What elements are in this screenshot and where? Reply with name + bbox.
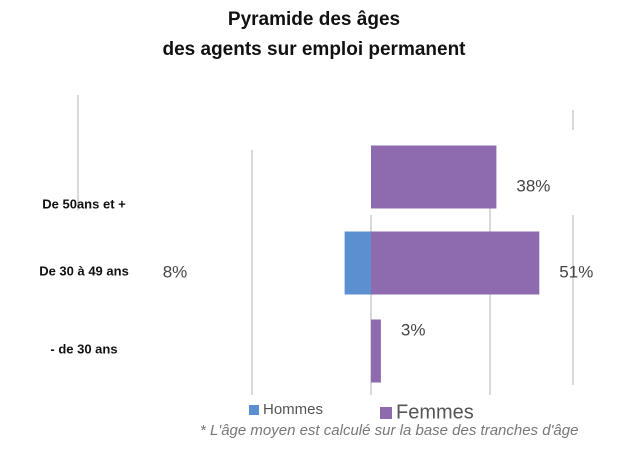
data-label: 51% <box>559 262 593 281</box>
legend-label: Hommes <box>263 401 323 418</box>
bar <box>371 231 540 295</box>
data-label: 8% <box>163 262 188 281</box>
legend-label: Femmes <box>396 401 474 423</box>
category-label: - de 30 ans <box>50 341 117 356</box>
legend-swatch <box>249 405 259 415</box>
chart-title: Pyramide des âges <box>228 9 400 30</box>
category-label: De 30 à 49 ans <box>39 263 129 278</box>
footnote: * L'âge moyen est calculé sur la base de… <box>200 422 579 439</box>
bar <box>344 231 371 295</box>
bar <box>371 145 497 209</box>
chart-title: des agents sur emploi permanent <box>162 39 466 60</box>
data-label: 3% <box>401 320 426 339</box>
data-label: 38% <box>516 176 550 195</box>
bar <box>371 319 381 383</box>
category-label: De 50ans et + <box>42 196 126 211</box>
legend-swatch <box>380 407 392 419</box>
